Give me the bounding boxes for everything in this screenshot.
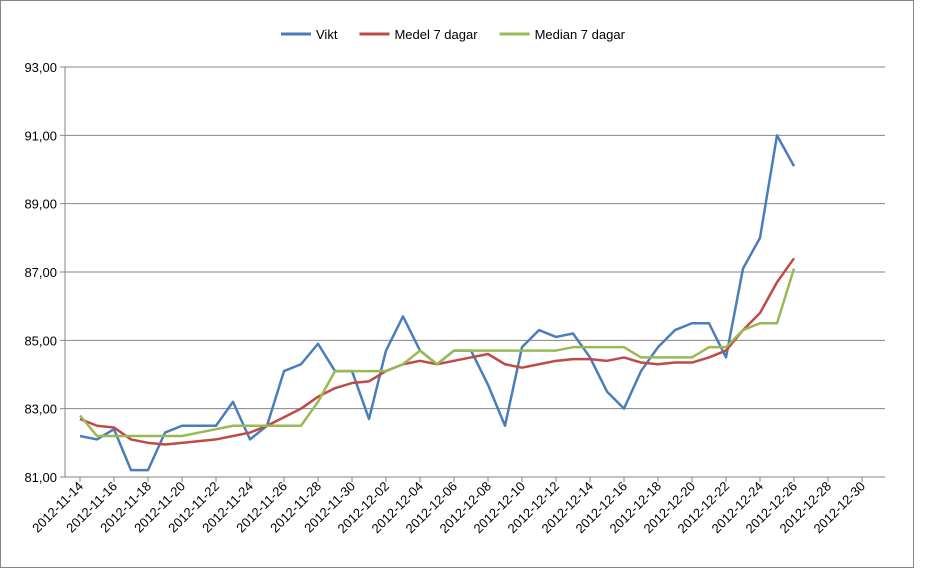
y-tick-label: 87,00: [24, 265, 57, 280]
y-tick-label: 93,00: [24, 60, 57, 75]
y-tick-label: 89,00: [24, 197, 57, 212]
y-tick-label: 85,00: [24, 333, 57, 348]
legend-label: Vikt: [316, 27, 338, 42]
y-tick-label: 81,00: [24, 470, 57, 485]
y-tick-label: 83,00: [24, 402, 57, 417]
legend-label: Medel 7 dagar: [394, 27, 478, 42]
chart-frame: [0, 0, 914, 568]
line-series: [79, 268, 796, 438]
y-tick-label: 91,00: [24, 128, 57, 143]
legend-label: Median 7 dagar: [535, 27, 626, 42]
